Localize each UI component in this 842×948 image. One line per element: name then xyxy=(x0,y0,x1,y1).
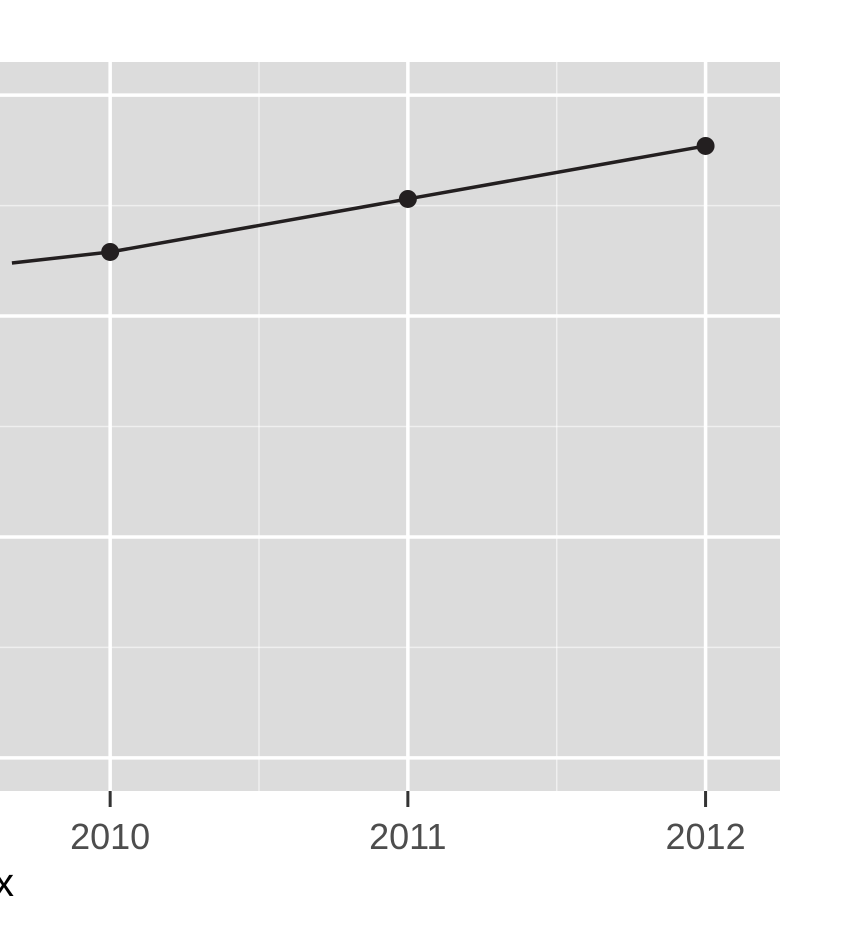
major-gridlines xyxy=(0,62,780,791)
x-tick-label: 2012 xyxy=(666,816,746,857)
x-tick-label: 2011 xyxy=(369,816,446,857)
data-point xyxy=(398,189,417,208)
data-point xyxy=(101,242,120,261)
x-tick-label: 2010 xyxy=(70,816,150,857)
x-axis-ticks: 2010 2011 2012 xyxy=(70,791,746,857)
series-line xyxy=(11,144,706,265)
data-points xyxy=(101,136,715,261)
x-axis-title-fragment: x xyxy=(0,861,14,905)
data-point xyxy=(696,136,715,155)
minor-gridlines xyxy=(0,62,780,791)
